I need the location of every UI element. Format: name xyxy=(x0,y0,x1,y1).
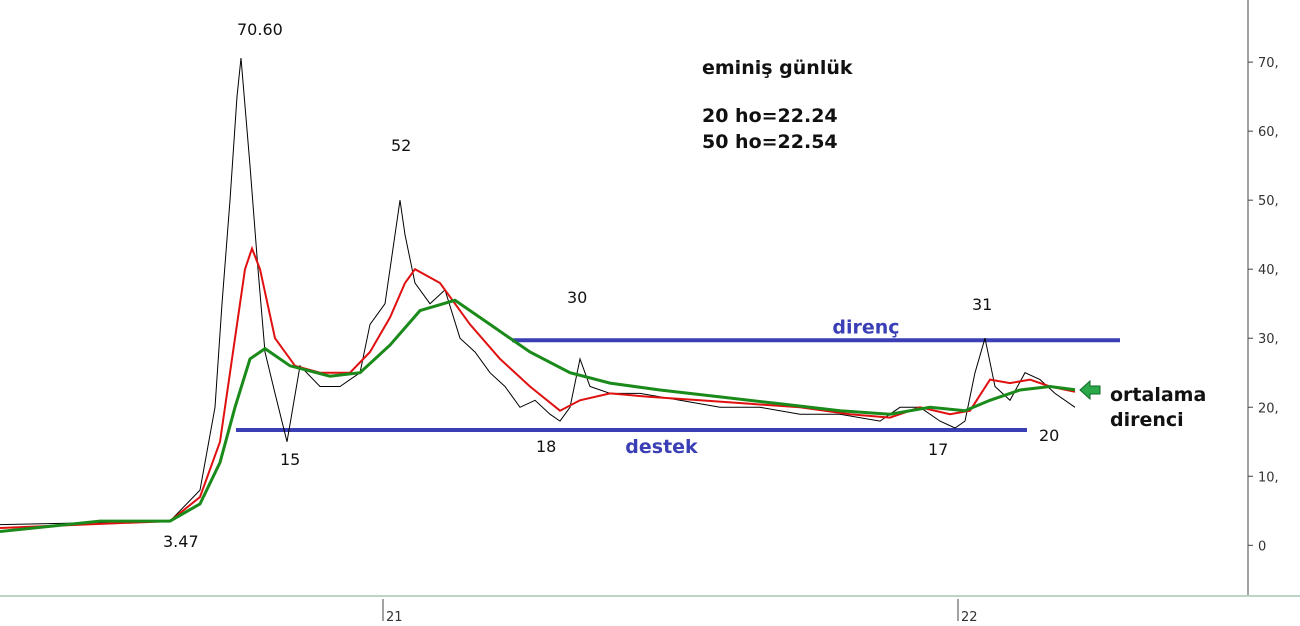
annotation: 15 xyxy=(280,450,300,469)
y-tick-label: 50, xyxy=(1258,194,1279,209)
annotation: 31 xyxy=(972,295,992,314)
y-tick-label: 70, xyxy=(1258,56,1279,71)
legend-entry: 20 ho=22.24 xyxy=(702,105,838,127)
h-line-label: direnç xyxy=(832,316,899,338)
y-tick-label: 60, xyxy=(1258,125,1279,140)
arrow xyxy=(1079,379,1101,401)
annotation: 70.60 xyxy=(237,20,283,39)
y-tick-label: 0 xyxy=(1258,539,1266,554)
x-tick-label: 21 xyxy=(386,610,403,625)
annotation: ortalama xyxy=(1110,384,1206,406)
ma-line xyxy=(0,245,1076,529)
annotation: 17 xyxy=(928,440,948,459)
legend-entry: 50 ho=22.54 xyxy=(702,131,838,153)
annotation: 3.47 xyxy=(163,532,199,551)
annotation: 30 xyxy=(567,288,587,307)
y-tick-label: 20, xyxy=(1258,401,1279,416)
x-tick-label: 22 xyxy=(961,610,978,625)
h-line-label: destek xyxy=(625,436,698,458)
price-line xyxy=(0,57,1076,526)
y-tick-label: 30, xyxy=(1258,332,1279,347)
y-tick-label: 10, xyxy=(1258,470,1279,485)
y-tick-label: 40, xyxy=(1258,263,1279,278)
chart-title: eminiş günlük xyxy=(702,57,853,79)
annotation: direnci xyxy=(1110,409,1184,431)
annotation: 20 xyxy=(1039,426,1059,445)
annotation: 52 xyxy=(391,136,411,155)
annotation: 18 xyxy=(536,437,556,456)
ma-line xyxy=(0,298,1076,533)
